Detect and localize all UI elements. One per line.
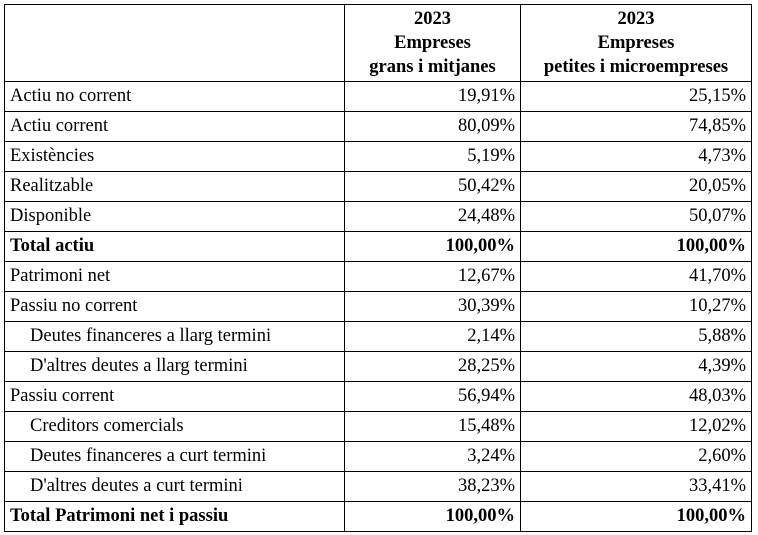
table-row: Patrimoni net 12,67% 41,70%	[4, 261, 752, 292]
value-large-medium: 100,00%	[344, 231, 521, 262]
value-large-medium: 12,67%	[344, 261, 521, 292]
value-small-micro: 20,05%	[520, 171, 752, 202]
value-large-medium: 80,09%	[344, 111, 521, 142]
value-large-medium: 3,24%	[344, 441, 521, 472]
row-label: Actiu corrent	[4, 111, 345, 142]
value-small-micro: 4,73%	[520, 141, 752, 172]
row-label: Realitzable	[4, 171, 345, 202]
row-label: Patrimoni net	[4, 261, 345, 292]
value-small-micro: 41,70%	[520, 261, 752, 292]
value-small-micro: 2,60%	[520, 441, 752, 472]
total-row: Total Patrimoni net i passiu 100,00% 100…	[4, 501, 752, 532]
row-label: Total Patrimoni net i passiu	[4, 501, 345, 532]
value-large-medium: 100,00%	[344, 501, 521, 532]
value-small-micro: 12,02%	[520, 411, 752, 442]
row-label: Passiu corrent	[4, 381, 345, 412]
header-small-micro: 2023 Empreses petites i microempreses	[520, 4, 752, 82]
table-row: Actiu corrent 80,09% 74,85%	[4, 111, 752, 142]
header-line2: grans i mitjanes	[369, 57, 496, 77]
row-label: D'altres deutes a curt termini	[4, 471, 345, 502]
table-row: D'altres deutes a llarg termini 28,25% 4…	[4, 351, 752, 382]
row-label: Deutes financeres a curt termini	[4, 441, 345, 472]
header-line1: Empreses	[394, 33, 471, 53]
value-large-medium: 5,19%	[344, 141, 521, 172]
row-label: Total actiu	[4, 231, 345, 262]
header-year: 2023	[617, 9, 655, 29]
header-line1: Empreses	[597, 33, 675, 53]
table-row: Actiu no corrent 19,91% 25,15%	[4, 81, 752, 112]
value-small-micro: 5,88%	[520, 321, 752, 352]
row-label: Actiu no corrent	[4, 81, 345, 112]
value-small-micro: 74,85%	[520, 111, 752, 142]
value-large-medium: 56,94%	[344, 381, 521, 412]
table-row: Passiu no corrent 30,39% 10,27%	[4, 291, 752, 322]
value-small-micro: 100,00%	[520, 501, 752, 532]
value-small-micro: 33,41%	[520, 471, 752, 502]
table-row: Passiu corrent 56,94% 48,03%	[4, 381, 752, 412]
value-large-medium: 38,23%	[344, 471, 521, 502]
value-small-micro: 4,39%	[520, 351, 752, 382]
value-large-medium: 50,42%	[344, 171, 521, 202]
value-small-micro: 100,00%	[520, 231, 752, 262]
row-label: Creditors comercials	[4, 411, 345, 442]
row-label: D'altres deutes a llarg termini	[4, 351, 345, 382]
table-row: Existències 5,19% 4,73%	[4, 141, 752, 172]
row-label: Passiu no corrent	[4, 291, 345, 322]
header-line2: petites i microempreses	[543, 57, 729, 77]
value-large-medium: 19,91%	[344, 81, 521, 112]
table-row: D'altres deutes a curt termini 38,23% 33…	[4, 471, 752, 502]
balance-table: 2023 Empreses grans i mitjanes 2023 Empr…	[4, 4, 752, 532]
value-small-micro: 25,15%	[520, 81, 752, 112]
table-row: Creditors comercials 15,48% 12,02%	[4, 411, 752, 442]
total-row: Total actiu 100,00% 100,00%	[4, 231, 752, 262]
header-row: 2023 Empreses grans i mitjanes 2023 Empr…	[4, 4, 752, 82]
header-corner-cell	[4, 4, 345, 82]
header-year: 2023	[414, 9, 451, 29]
value-large-medium: 24,48%	[344, 201, 521, 232]
table-row: Deutes financeres a curt termini 3,24% 2…	[4, 441, 752, 472]
header-large-medium: 2023 Empreses grans i mitjanes	[344, 4, 521, 82]
value-large-medium: 30,39%	[344, 291, 521, 322]
value-large-medium: 2,14%	[344, 321, 521, 352]
table-row: Disponible 24,48% 50,07%	[4, 201, 752, 232]
value-large-medium: 15,48%	[344, 411, 521, 442]
row-label: Existències	[4, 141, 345, 172]
value-small-micro: 48,03%	[520, 381, 752, 412]
value-large-medium: 28,25%	[344, 351, 521, 382]
value-small-micro: 50,07%	[520, 201, 752, 232]
table-row: Realitzable 50,42% 20,05%	[4, 171, 752, 202]
value-small-micro: 10,27%	[520, 291, 752, 322]
row-label: Deutes financeres a llarg termini	[4, 321, 345, 352]
row-label: Disponible	[4, 201, 345, 232]
table-row: Deutes financeres a llarg termini 2,14% …	[4, 321, 752, 352]
